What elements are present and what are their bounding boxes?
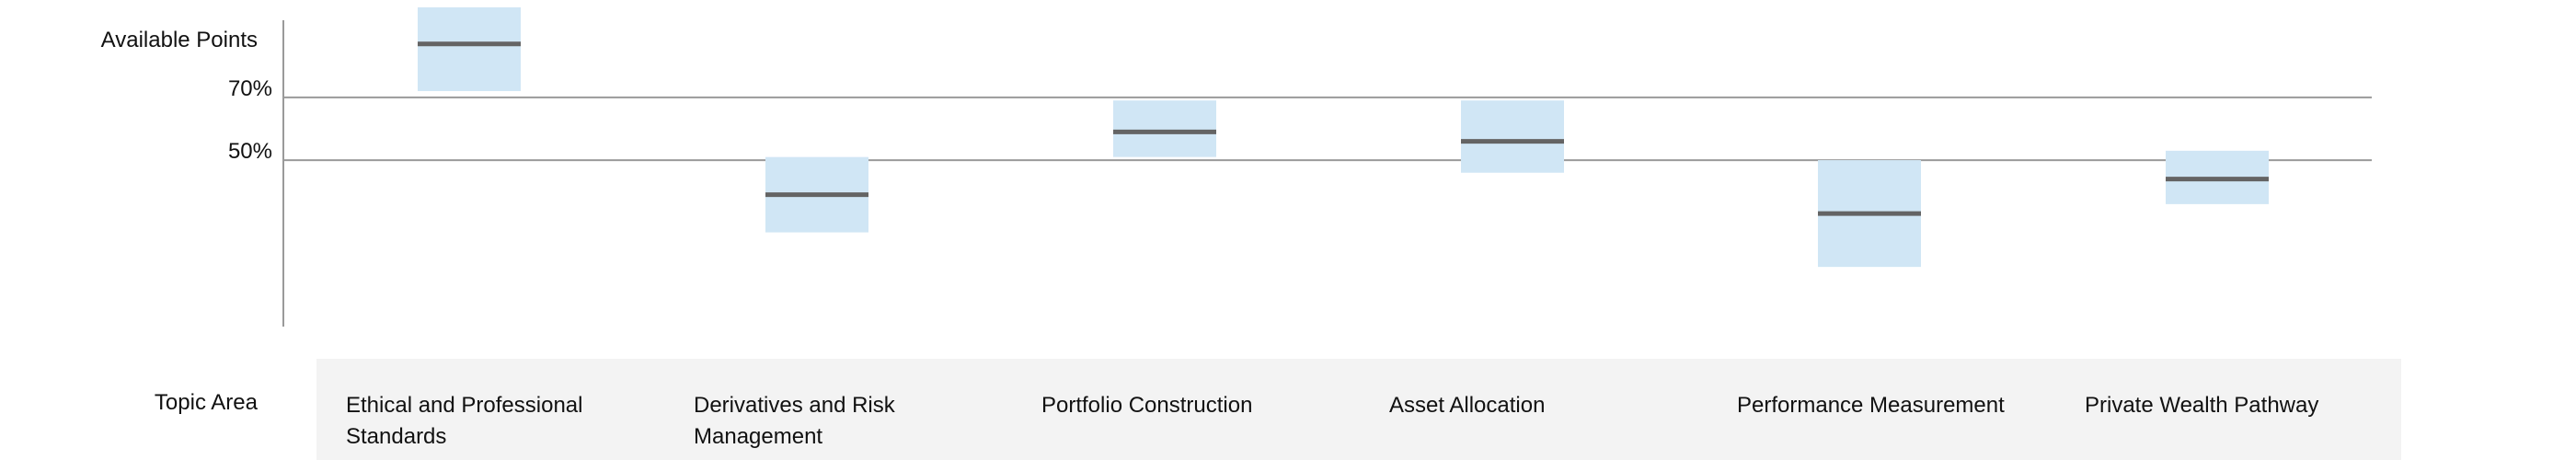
topic-label-2: Derivatives and Risk Management xyxy=(694,393,895,449)
topic-label-1: Ethical and Professional Standards xyxy=(346,393,583,449)
topic-label-6: Private Wealth Pathway xyxy=(2085,393,2319,418)
range-box-1 xyxy=(418,7,521,91)
reference-label-50: 50% xyxy=(228,139,272,164)
y-axis-title: Available Points xyxy=(100,28,258,52)
x-axis-title: Topic Area xyxy=(154,390,258,415)
topic-area-panel xyxy=(316,359,2401,460)
topic-label-5: Performance Measurement xyxy=(1737,393,2005,418)
range-box-4 xyxy=(1461,100,1564,173)
reference-label-70: 70% xyxy=(228,76,272,101)
range-box-3 xyxy=(1113,100,1216,157)
topic-label-3: Portfolio Construction xyxy=(1041,393,1253,418)
topic-label-4: Asset Allocation xyxy=(1389,393,1546,418)
